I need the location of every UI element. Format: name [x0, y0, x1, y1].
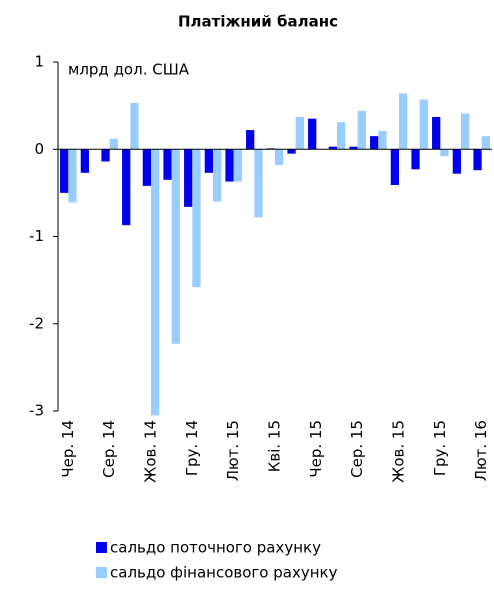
bar: [204, 149, 213, 173]
legend-swatch: [96, 567, 107, 578]
bar: [337, 122, 346, 150]
bar: [295, 116, 304, 150]
x-tick-label: Жов. 14: [142, 420, 160, 483]
bar: [192, 149, 201, 288]
unit-label: млрд дол. США: [68, 61, 190, 79]
bar: [184, 149, 193, 207]
x-tick-label: Лют. 16: [472, 420, 490, 481]
x-tick-label: Жов. 15: [390, 420, 408, 483]
bar: [130, 103, 139, 150]
legend-swatch: [96, 542, 107, 553]
legend-label: сальдо поточного рахунку: [110, 539, 321, 557]
bar: [233, 149, 242, 182]
y-tick-label: -2: [29, 314, 44, 332]
bar: [390, 149, 399, 186]
y-tick-label: 0: [34, 140, 44, 158]
bar: [328, 146, 337, 150]
x-tick-label: Сер. 14: [100, 420, 118, 478]
y-tick-label: 1: [34, 53, 44, 71]
bar: [411, 149, 420, 170]
bar: [275, 149, 284, 165]
bar: [213, 149, 222, 202]
bar: [357, 110, 366, 150]
bar: [109, 138, 118, 150]
y-tick-label: -1: [29, 227, 44, 245]
x-tick-label: Гру. 15: [431, 420, 449, 476]
bar: [151, 149, 160, 416]
bar: [225, 149, 234, 182]
x-tick-label: Лют. 15: [224, 420, 242, 481]
bar: [246, 130, 255, 150]
bar: [60, 149, 69, 193]
bar: [440, 149, 449, 157]
chart-title: Платіжний баланс: [178, 13, 338, 31]
bar: [101, 149, 110, 162]
bar: [370, 136, 379, 150]
bar: [461, 113, 470, 150]
legend-label: сальдо фінансового рахунку: [110, 564, 338, 582]
bar: [171, 149, 180, 344]
x-tick-label: Кві. 15: [266, 420, 284, 472]
bar: [473, 149, 482, 171]
bar: [419, 99, 428, 150]
bar: [122, 149, 131, 226]
bar: [254, 149, 263, 218]
bar: [287, 149, 296, 154]
bar: [481, 136, 490, 150]
bar: [163, 149, 172, 180]
bar: [432, 116, 441, 150]
bar: [68, 149, 77, 203]
bar: [308, 118, 317, 150]
x-tick-label: Гру. 14: [183, 420, 201, 476]
bar: [378, 130, 387, 150]
x-tick-label: Чер. 14: [59, 420, 77, 478]
y-tick-label: -3: [29, 402, 44, 420]
x-tick-label: Чер. 15: [307, 420, 325, 478]
bar: [80, 149, 89, 173]
bar: [349, 146, 358, 150]
bar: [452, 149, 461, 174]
x-tick-label: Сер. 15: [348, 420, 366, 478]
bar: [142, 149, 151, 186]
bar: [399, 93, 408, 150]
